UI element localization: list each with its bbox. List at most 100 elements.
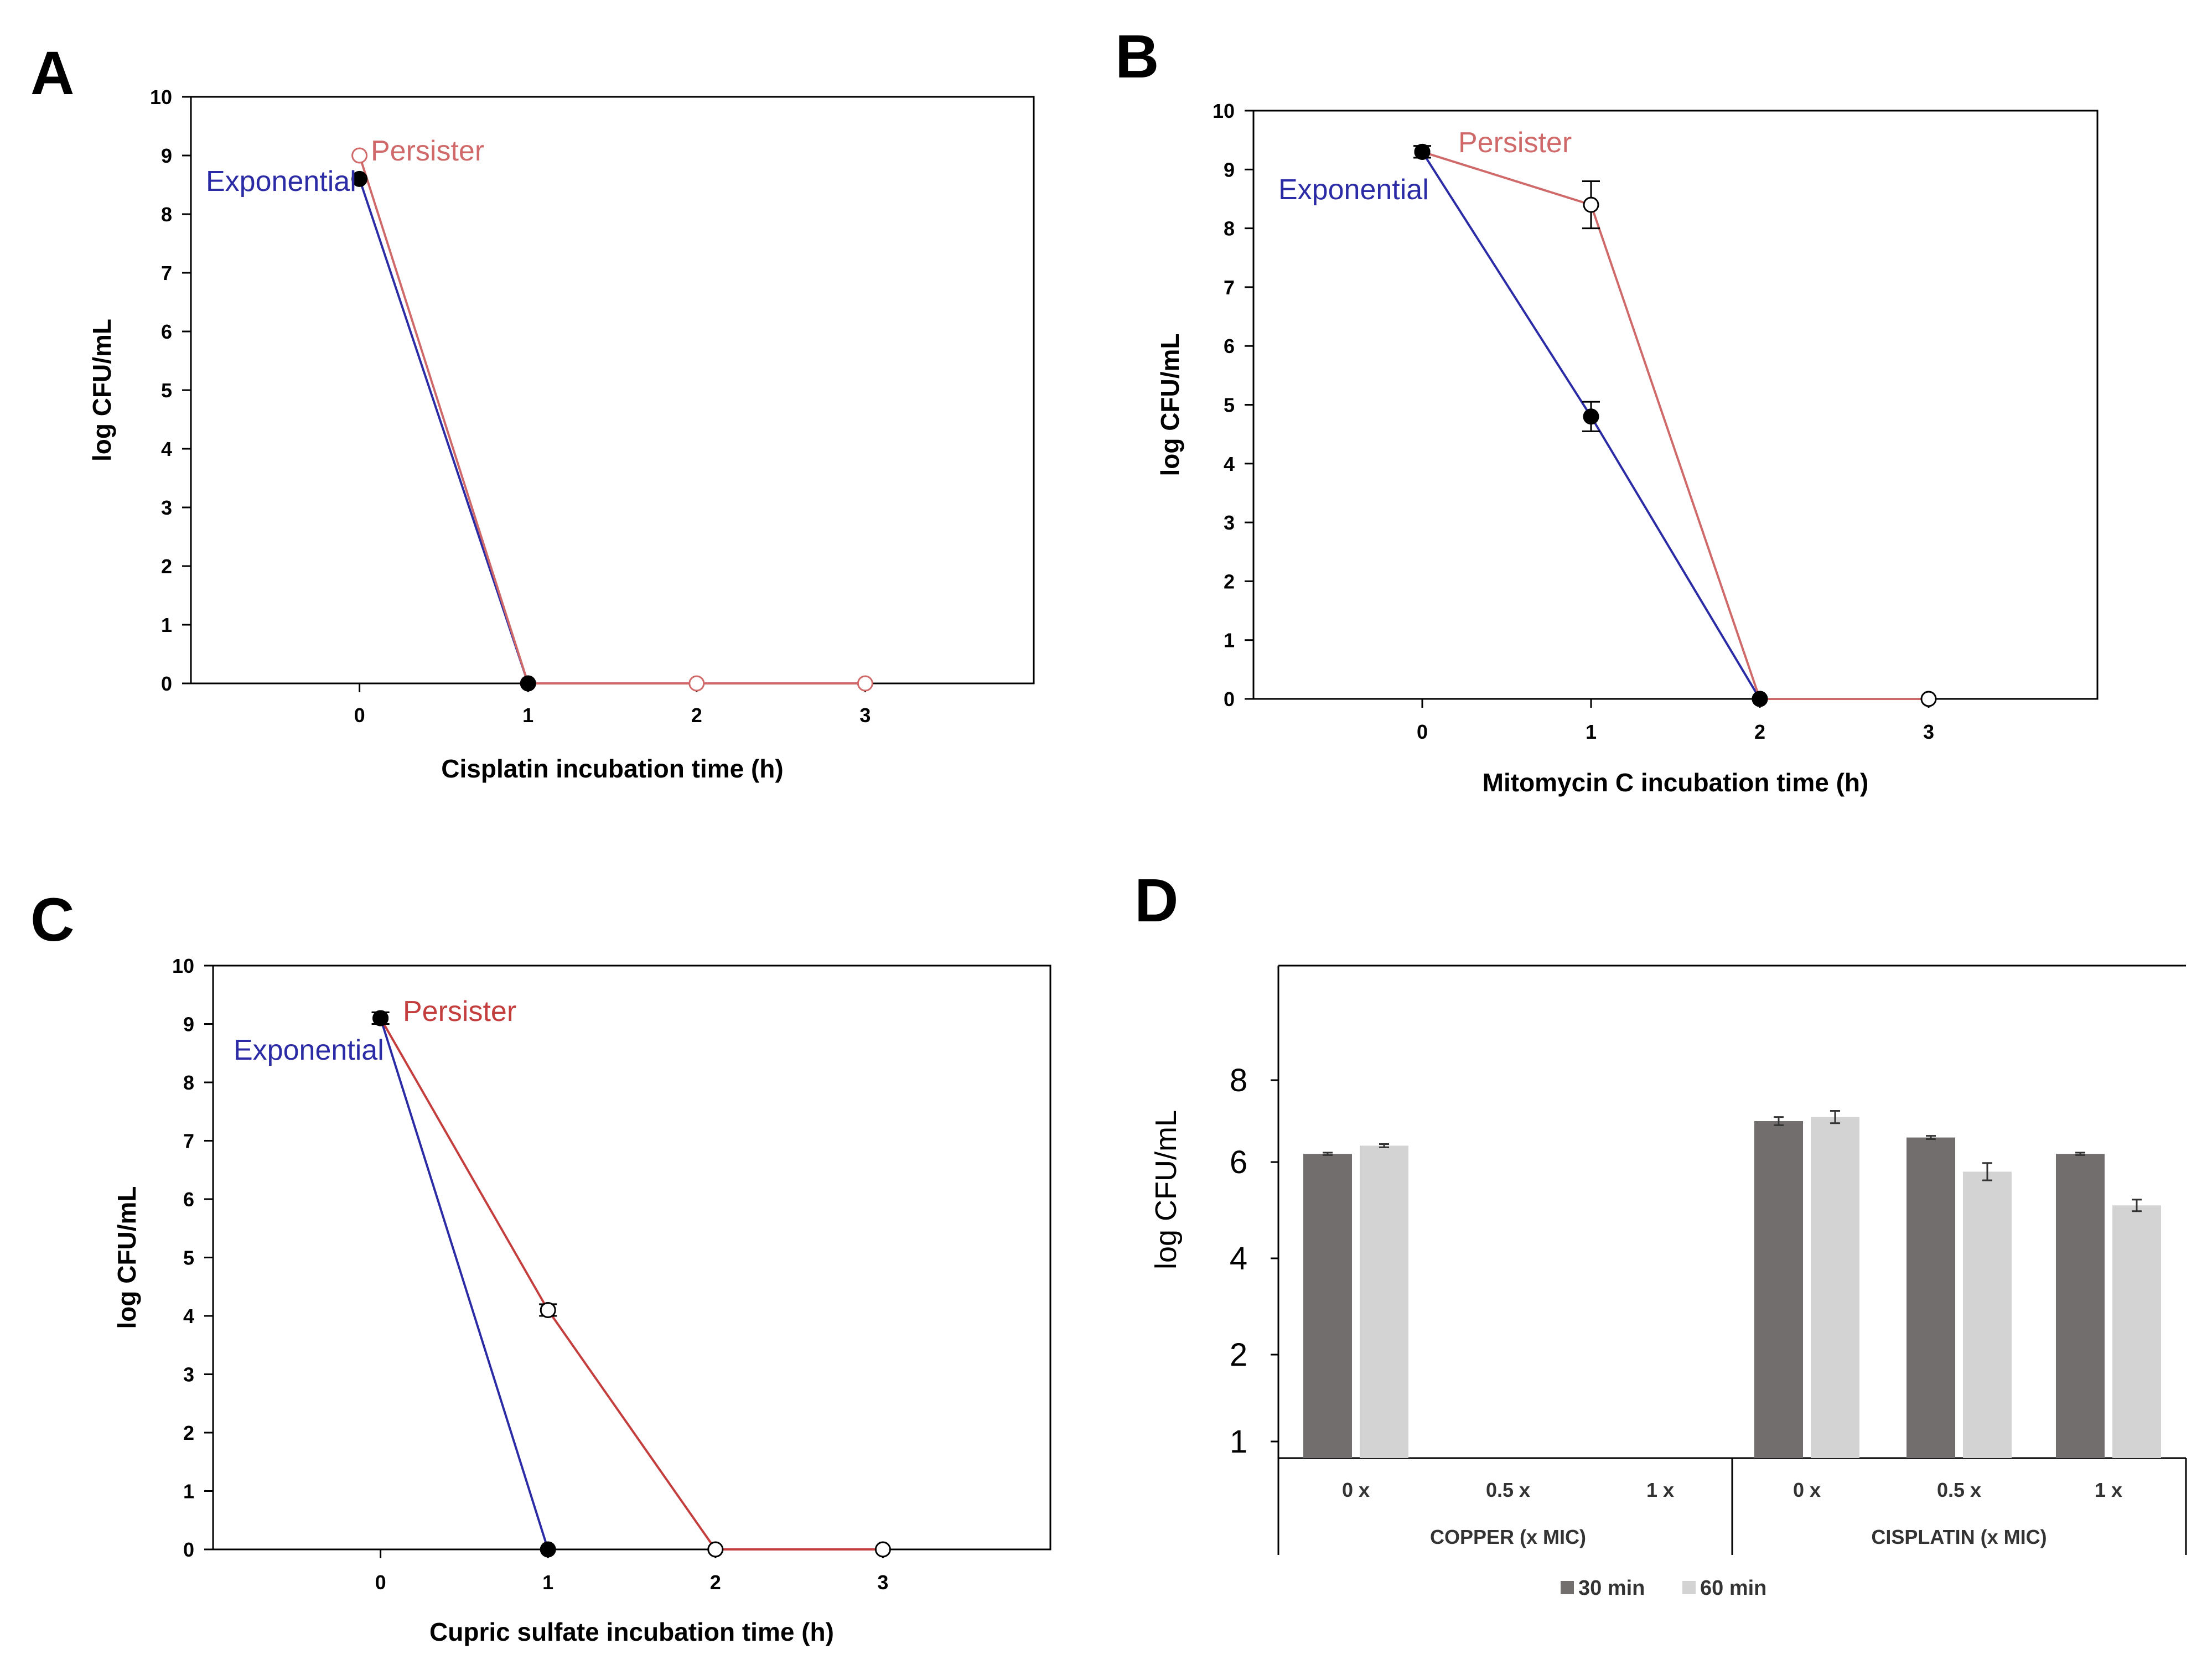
group-label: CISPLATIN (x MIC) — [1871, 1526, 2047, 1548]
panel-letter: B — [1115, 23, 1159, 91]
y-tick-label: 10 — [150, 86, 172, 108]
series-label-exponential: Exponential — [206, 165, 356, 198]
y-tick-label: 10 — [1213, 100, 1235, 122]
legend-label: 30 min — [1578, 1577, 1645, 1600]
data-point-persister — [351, 147, 368, 164]
y-tick-label: 1 — [1230, 1424, 1247, 1460]
y-axis-label: log CFU/mL — [1149, 1110, 1183, 1269]
x-tick-label: 1 — [542, 1571, 553, 1594]
data-point-exponential — [1583, 408, 1599, 425]
y-tick-label: 5 — [161, 379, 172, 402]
legend-swatch-30-min — [1561, 1581, 1574, 1594]
y-tick-label: 5 — [183, 1247, 194, 1269]
y-tick-label: 2 — [1224, 570, 1235, 593]
group-label: COPPER (x MIC) — [1430, 1526, 1586, 1548]
panel-letter: A — [30, 39, 74, 107]
panel-d: D 1 2 4 6 8 log CFU/mL 0 x 0.5 x 1 x 0 x 0.5 x 1 x CO… — [1134, 867, 2187, 1600]
series-line-exponential — [379, 1018, 550, 1550]
x-tick-label: 3 — [859, 704, 871, 727]
x-axis-label: Cupric sulfate incubation time (h) — [429, 1617, 834, 1646]
y-tick-label: 1 — [1224, 629, 1235, 652]
y-tick-label: 7 — [1224, 276, 1235, 299]
x-tick-label: 2 — [691, 704, 702, 727]
data-point-exponential — [520, 675, 536, 692]
x-tick-label: 3 — [877, 1571, 888, 1594]
y-tick-label: 3 — [161, 496, 172, 519]
panel-a: A 0 1 2 3 4 5 6 7 8 9 10 0 1 2 3 Cisplatin incubation ti… — [30, 39, 1035, 783]
y-tick-label: 2 — [1230, 1337, 1247, 1373]
y-tick-label: 8 — [1224, 217, 1235, 240]
series-label-persister: Persister — [403, 995, 516, 1028]
category-label: 1 x — [1646, 1479, 1674, 1501]
data-point-persister — [688, 675, 705, 692]
y-tick-label: 7 — [183, 1130, 194, 1153]
data-point-persister — [1583, 196, 1599, 213]
y-tick-label: 4 — [161, 438, 172, 460]
y-tick-label: 3 — [1224, 511, 1235, 534]
series-line-persister — [358, 155, 866, 685]
bar-30-min — [1906, 1137, 1955, 1458]
y-tick-label: 4 — [1224, 453, 1235, 475]
bar-30-min — [1303, 1154, 1352, 1458]
bar-60-min — [1811, 1117, 1859, 1458]
y-tick-label: 5 — [1224, 394, 1235, 417]
y-tick-label: 0 — [183, 1538, 194, 1561]
bar-30-min — [2056, 1154, 2105, 1458]
data-point-exponential — [1414, 143, 1431, 160]
bar-60-min — [2112, 1205, 2161, 1458]
panel-c: C 0 1 2 3 4 5 6 7 8 9 10 0 1 2 3 Cupric sulfate incubati… — [30, 886, 1051, 1646]
data-point-persister — [707, 1541, 724, 1558]
y-tick-label: 1 — [183, 1480, 194, 1503]
series-line-exponential — [358, 178, 530, 684]
y-tick-label: 9 — [1224, 158, 1235, 181]
y-tick-label: 6 — [183, 1188, 194, 1211]
series-line-persister — [1422, 151, 1929, 700]
y-tick-label: 8 — [183, 1071, 194, 1094]
y-tick-label: 8 — [161, 203, 172, 226]
data-point-exponential — [372, 1010, 389, 1026]
y-tick-label: 9 — [183, 1013, 194, 1036]
y-axis-label: log CFU/mL — [1156, 333, 1184, 476]
data-point-exponential — [351, 170, 368, 187]
panel-letter: D — [1134, 867, 1178, 935]
category-label: 1 x — [2095, 1479, 2122, 1501]
y-tick-label: 2 — [183, 1422, 194, 1444]
y-tick-label: 2 — [161, 555, 172, 578]
data-point-persister — [857, 675, 873, 692]
x-axis-label: Mitomycin C incubation time (h) — [1483, 768, 1869, 797]
x-tick-label: 2 — [1754, 720, 1765, 743]
x-tick-label: 1 — [1586, 720, 1597, 743]
y-tick-label: 3 — [183, 1363, 194, 1386]
bar-30-min — [1754, 1121, 1803, 1458]
x-axis-label: Cisplatin incubation time (h) — [441, 754, 783, 783]
y-tick-label: 4 — [1230, 1241, 1247, 1277]
legend-swatch-60-min — [1682, 1581, 1696, 1594]
y-tick-label: 0 — [161, 672, 172, 695]
panel-letter: C — [30, 886, 74, 954]
x-tick-label: 0 — [1417, 720, 1428, 743]
y-tick-label: 0 — [1224, 688, 1235, 711]
series-label-persister: Persister — [1458, 127, 1572, 159]
y-tick-label: 6 — [1230, 1144, 1247, 1180]
data-point-persister — [874, 1541, 891, 1558]
series-line-persister — [379, 1017, 883, 1551]
series-label-persister: Persister — [371, 135, 484, 167]
data-point-exponential — [1752, 691, 1768, 707]
category-label: 0.5 x — [1486, 1479, 1530, 1501]
x-tick-label: 2 — [710, 1571, 721, 1594]
x-tick-label: 0 — [354, 704, 365, 727]
y-tick-label: 7 — [161, 262, 172, 284]
y-tick-label: 1 — [161, 614, 172, 636]
x-tick-label: 3 — [1923, 720, 1934, 743]
y-tick-label: 8 — [1230, 1062, 1247, 1098]
bar-60-min — [1360, 1145, 1408, 1458]
category-label: 0 x — [1793, 1479, 1821, 1501]
bar-60-min — [1963, 1171, 2012, 1458]
category-label: 0 x — [1342, 1479, 1370, 1501]
y-tick-label: 4 — [183, 1305, 194, 1328]
data-point-persister — [540, 1302, 556, 1318]
y-tick-label: 6 — [161, 320, 172, 343]
y-axis-label: log CFU/mL — [112, 1186, 141, 1329]
panel-b: B 0 1 2 3 4 5 6 7 8 9 10 0 1 2 3 Mitomycin C incubation … — [1115, 23, 2099, 797]
